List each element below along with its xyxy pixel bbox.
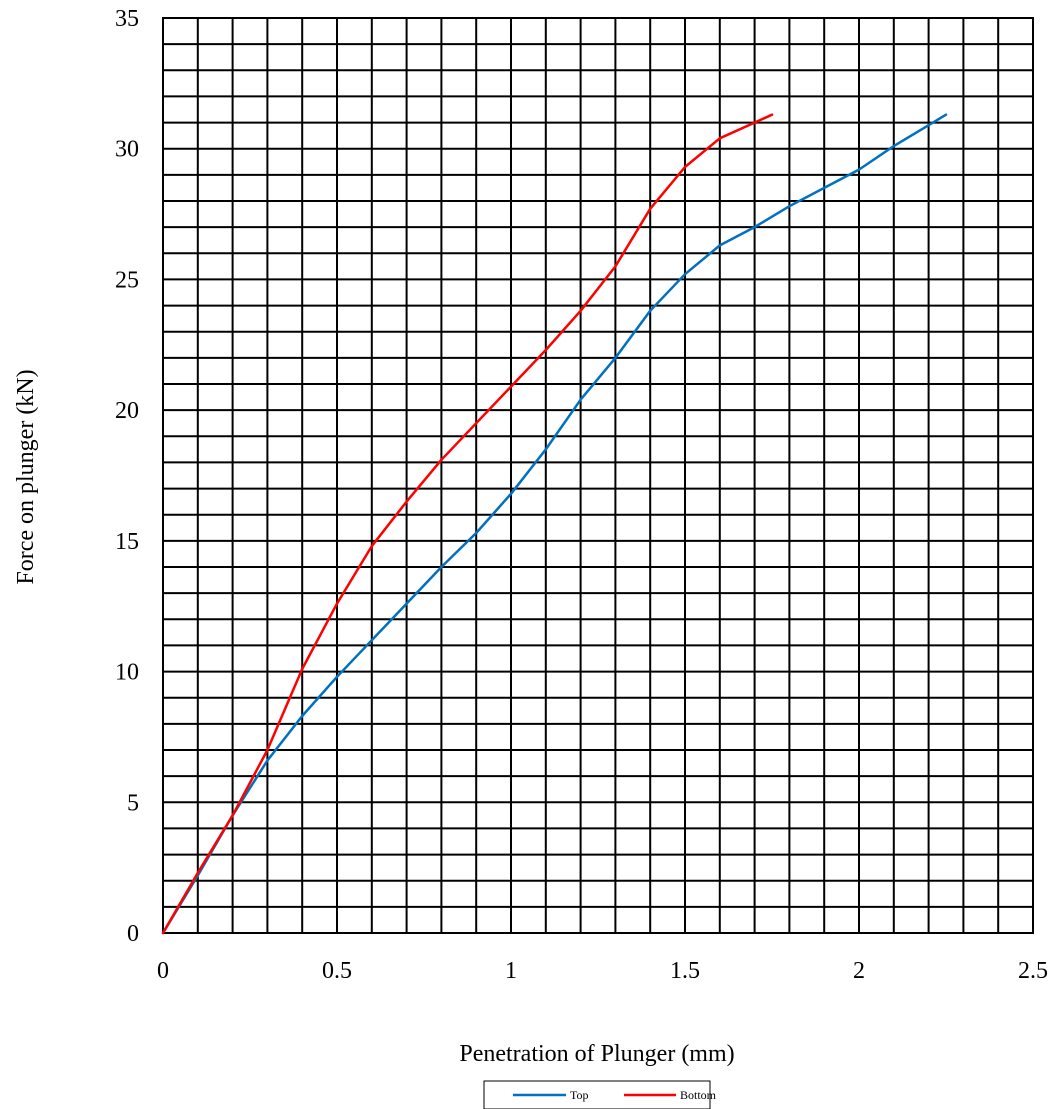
legend-label-bottom: Bottom <box>680 1088 717 1102</box>
x-tick-label: 1.5 <box>670 958 700 984</box>
y-tick-label: 25 <box>115 267 139 293</box>
x-axis-title: Penetration of Plunger (mm) <box>459 1041 734 1067</box>
series-line-top <box>161 113 948 935</box>
y-axis-title: Force on plunger (kN) <box>13 369 39 584</box>
y-tick-label: 15 <box>115 529 139 555</box>
y-tick-label: 5 <box>127 790 139 816</box>
legend-label-top: Top <box>570 1088 589 1102</box>
x-tick-label: 2 <box>853 958 865 984</box>
y-tick-label: 35 <box>115 6 139 32</box>
series-line-bottom <box>161 113 774 935</box>
legend: Top Bottom <box>483 1080 717 1109</box>
y-tick-label: 20 <box>115 398 139 424</box>
y-tick-label: 30 <box>115 137 139 163</box>
y-axis-tick-labels: 0 5 10 15 20 25 30 35 <box>115 6 139 947</box>
x-tick-label: 0.5 <box>322 958 352 984</box>
series-lines <box>161 113 948 935</box>
y-tick-label: 10 <box>115 660 139 686</box>
x-tick-label: 0 <box>157 958 169 984</box>
x-tick-label: 1 <box>505 958 517 984</box>
y-tick-label: 0 <box>127 921 139 947</box>
x-tick-label: 2.5 <box>1018 958 1048 984</box>
x-axis-tick-labels: 0 0.5 1 1.5 2 2.5 <box>157 958 1048 984</box>
grid-lines <box>163 18 1033 933</box>
plot-area-border <box>162 17 1034 934</box>
